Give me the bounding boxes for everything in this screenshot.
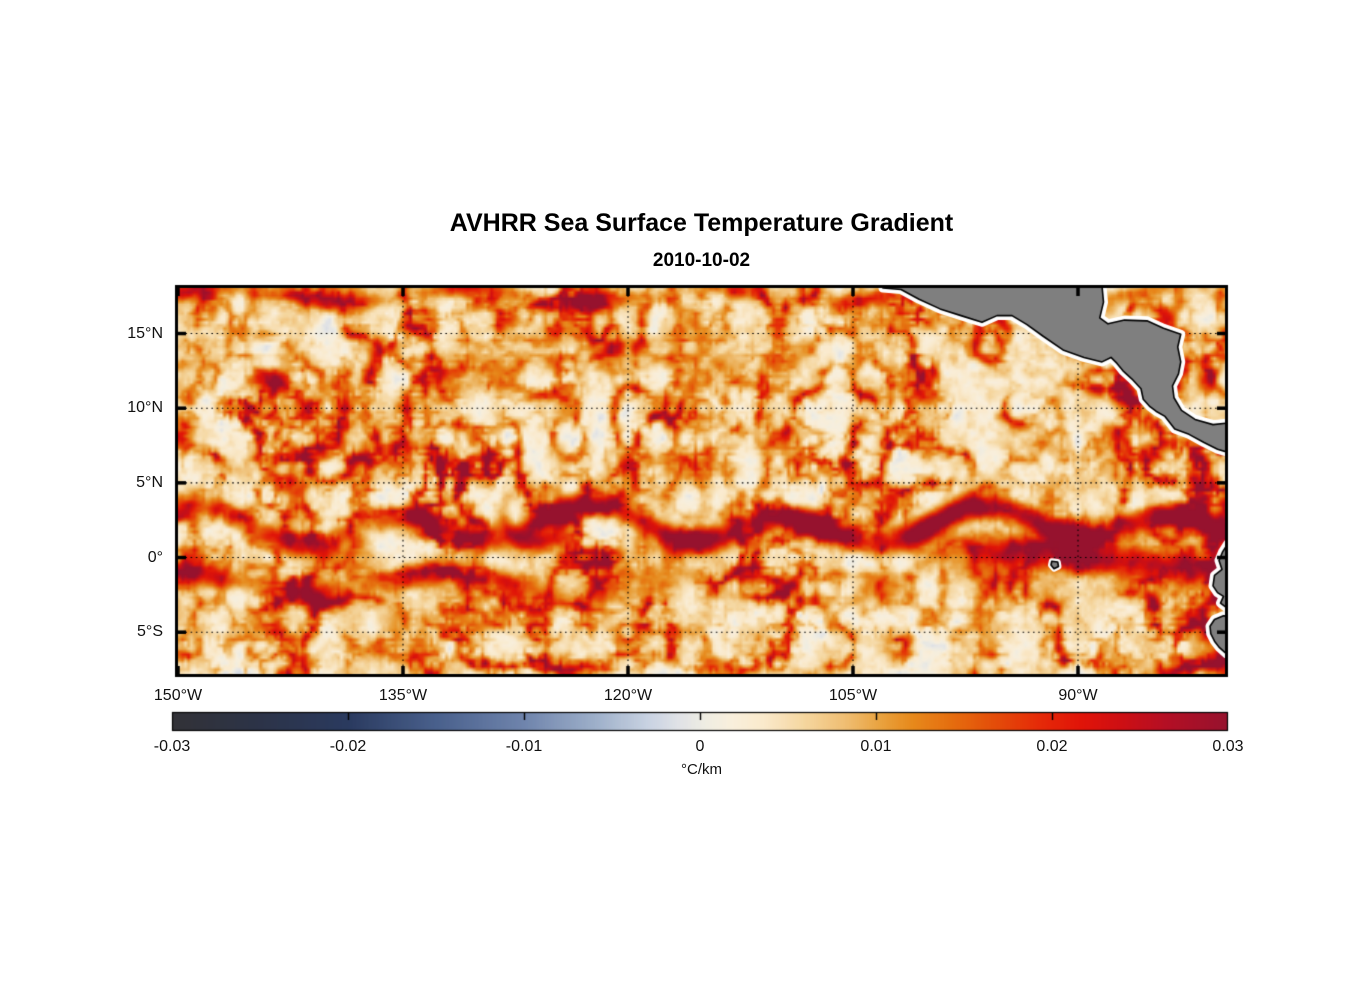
colorbar-tick-label: -0.02: [329, 738, 367, 755]
colorbar-tick-label: -0.03: [153, 738, 191, 755]
colorbar-tick-label: 0.01: [860, 738, 892, 755]
y-tick-label: 15°N: [127, 324, 163, 342]
y-tick-label: 5°N: [136, 473, 163, 491]
x-tick-label: 105°W: [828, 687, 878, 704]
x-tick-label: 90°W: [1058, 687, 1098, 704]
colorbar-tick-label: 0.03: [1212, 738, 1244, 755]
colorbar-tick-label: 0: [695, 738, 705, 755]
x-tick-label: 120°W: [603, 687, 653, 704]
y-tick-label: 10°N: [127, 399, 163, 417]
x-tick-label: 135°W: [378, 687, 428, 704]
y-tick-label: 0°: [147, 548, 163, 566]
y-tick-label: 5°S: [137, 623, 163, 641]
chart-subtitle: 2010-10-02: [652, 250, 751, 271]
colorbar-tick-label: -0.01: [505, 738, 543, 755]
colorbar-tick-label: 0.02: [1036, 738, 1068, 755]
x-tick-label: 150°W: [153, 687, 203, 704]
colorbar-unit-label: °C/km: [681, 761, 722, 778]
chart-title: AVHRR Sea Surface Temperature Gradient: [449, 209, 954, 237]
